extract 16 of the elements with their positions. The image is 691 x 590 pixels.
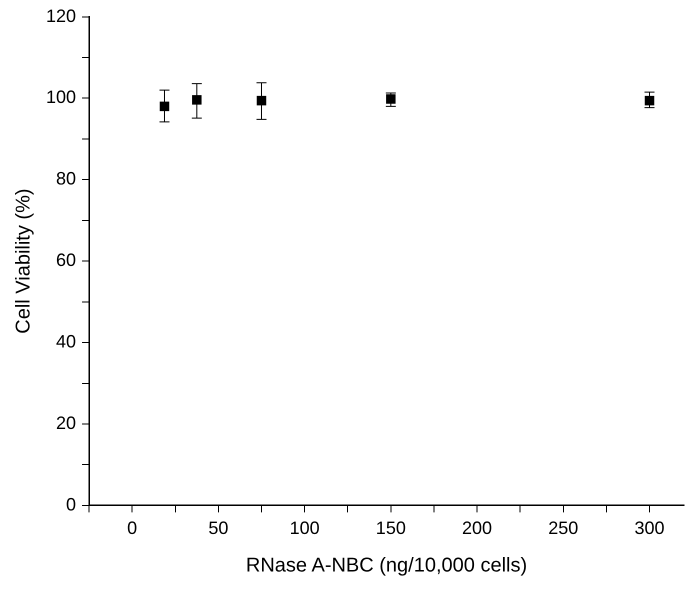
y-axis-title: Cell Viability (%)	[12, 188, 35, 334]
x-tick-label: 300	[634, 518, 665, 538]
x-tick-label: 200	[462, 518, 492, 538]
y-tick-label: 20	[56, 412, 76, 433]
y-tick-label: 120	[46, 6, 76, 26]
x-tick-label: 0	[127, 518, 138, 538]
x-tick-label: 50	[208, 518, 228, 538]
y-tick-label: 80	[56, 168, 76, 189]
y-tick-label: 100	[46, 87, 76, 108]
y-tick-label: 0	[66, 494, 76, 514]
y-tick-label: 40	[56, 332, 76, 352]
x-tick-label: 250	[548, 518, 578, 538]
y-tick-label: 60	[56, 250, 76, 270]
x-tick-label: 100	[290, 518, 320, 538]
x-tick-label: 150	[376, 518, 406, 538]
x-axis-title: RNase A-NBC (ng/10,000 cells)	[246, 554, 528, 577]
